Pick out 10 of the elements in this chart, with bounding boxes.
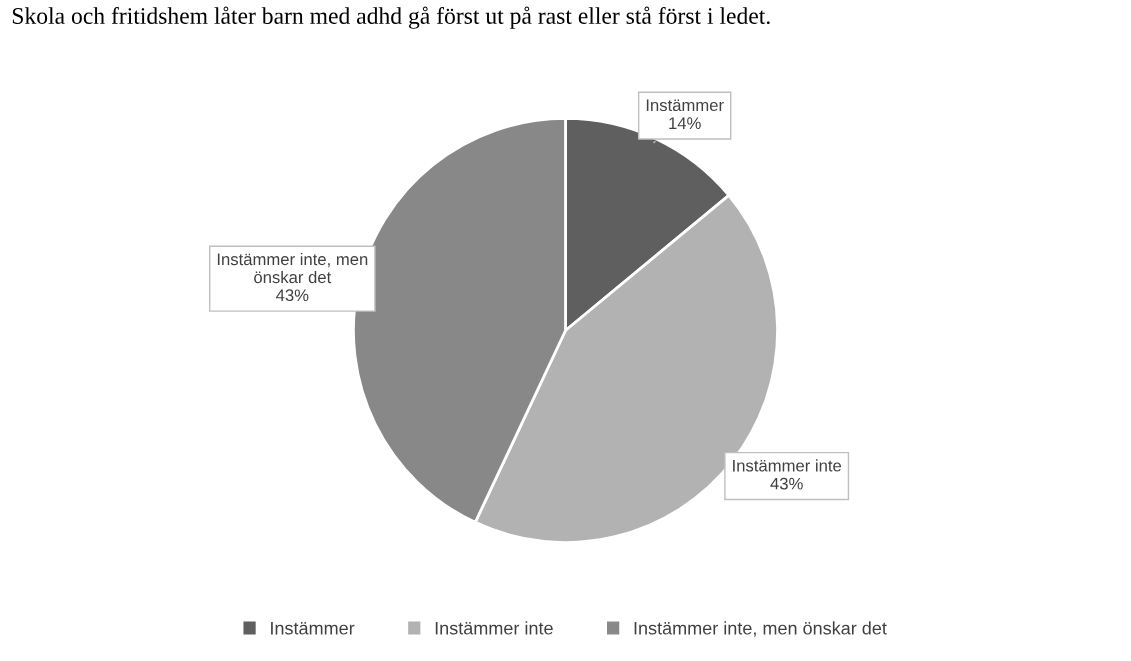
legend-label: Instämmer inte, men önskar det — [634, 621, 887, 637]
slice-label: Instämmer — [646, 99, 724, 112]
chart-title: Skola och fritidshem låter barn med adhd gå först ut på rast eller stå först i ledet. — [12, 6, 770, 29]
legend-label: Instämmer — [271, 621, 355, 635]
slice-label: Instämmer inte, men önskar det — [217, 252, 368, 284]
data-label: 43% — [276, 289, 309, 302]
data-label: 14% — [669, 117, 701, 129]
slice-label: Instämmer inte — [733, 459, 842, 472]
legend-label: Instämmer inte — [435, 621, 553, 635]
data-label: 43% — [770, 477, 803, 490]
